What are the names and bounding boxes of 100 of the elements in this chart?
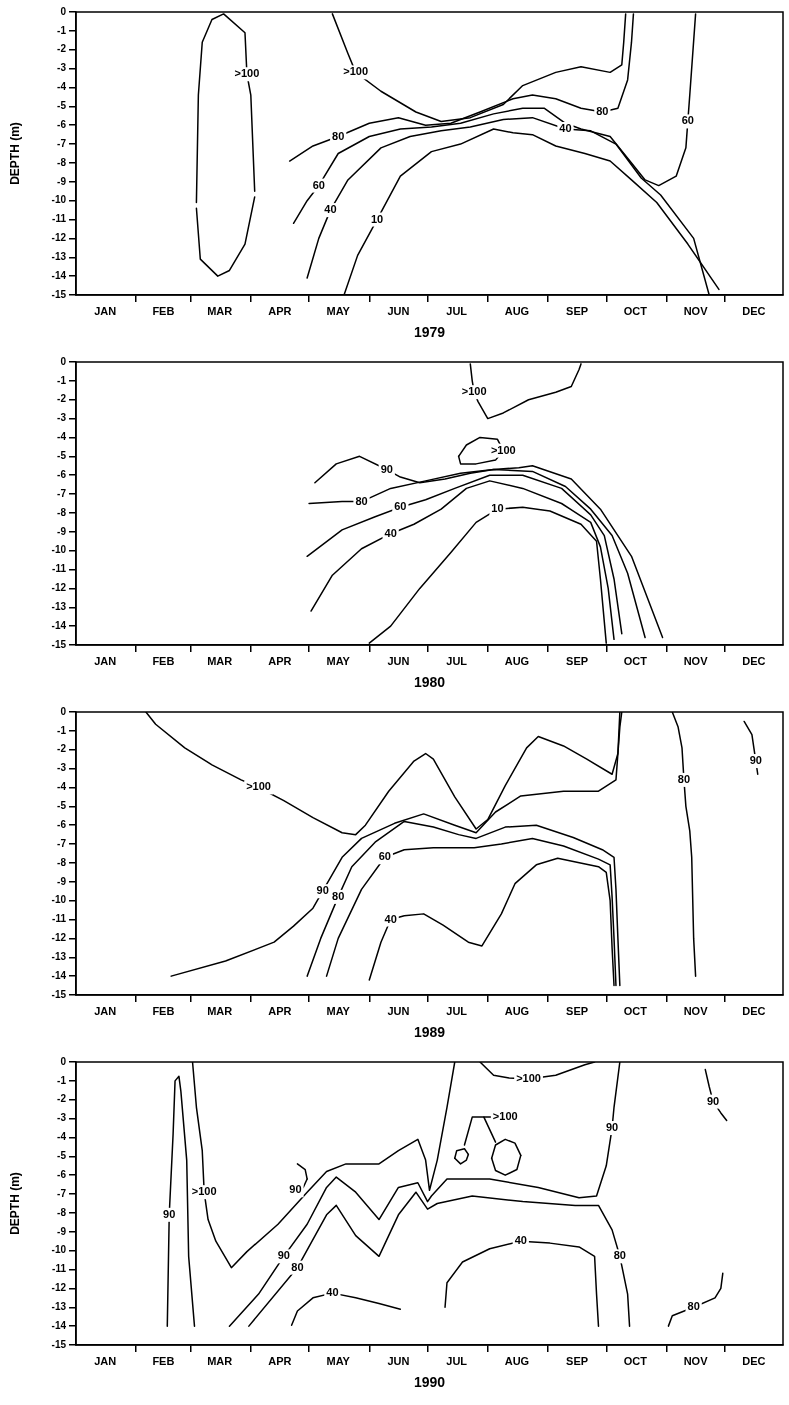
x-tick-label: SEP (566, 304, 589, 317)
y-tick-label: -3 (57, 1112, 67, 1124)
annotation: 90 (289, 1183, 302, 1196)
x-tick-label: JAN (94, 1354, 117, 1367)
y-tick-label: -15 (51, 288, 67, 300)
y-tick-label: -1 (57, 1074, 67, 1086)
annotation: 40 (514, 1234, 527, 1247)
x-tick-label: SEP (566, 654, 589, 667)
x-tick-label: MAY (326, 304, 351, 317)
x-tick-label: FEB (152, 654, 175, 667)
y-tick-label: -12 (51, 232, 67, 244)
y-tick-label: -8 (57, 1206, 67, 1218)
y-tick-label: -14 (51, 1319, 67, 1331)
y-tick-label: -13 (51, 601, 67, 613)
annotation: 80 (291, 1260, 304, 1273)
x-tick-label: MAY (326, 654, 351, 667)
x-axis-title: 1990 (413, 1374, 446, 1391)
y-tick-label: -1 (57, 24, 67, 36)
annotation: 90 (749, 754, 762, 767)
y-tick-label: -10 (51, 544, 67, 556)
x-tick-label: OCT (623, 654, 648, 667)
annotation: 40 (324, 203, 337, 216)
y-tick-label: -3 (57, 62, 67, 74)
x-tick-label: JUN (387, 654, 410, 667)
x-tick-label: OCT (623, 1354, 648, 1367)
x-tick-label: JUL (446, 1354, 468, 1367)
annotation: 80 (687, 1300, 700, 1313)
annotation: 60 (394, 500, 407, 513)
x-tick-label: OCT (623, 1004, 648, 1017)
x-tick-label: MAY (326, 1354, 351, 1367)
y-axis-title: DEPTH (m) (7, 1172, 22, 1235)
x-tick-label: JAN (94, 654, 117, 667)
y-tick-label: -3 (57, 762, 67, 774)
y-tick-label: -1 (57, 724, 67, 736)
y-tick-label: -12 (51, 1282, 67, 1294)
y-tick-label: -2 (57, 43, 67, 55)
x-axis-title: 1979 (413, 324, 446, 341)
y-tick-label: -2 (57, 743, 67, 755)
x-tick-label: AUG (504, 654, 530, 667)
y-tick-label: -15 (51, 638, 67, 650)
y-tick-label: -7 (57, 837, 67, 849)
annotation: 60 (312, 178, 325, 191)
x-tick-label: SEP (566, 1354, 589, 1367)
y-tick-label: -8 (57, 156, 67, 168)
x-tick-label: JUN (387, 1354, 410, 1367)
y-tick-label: -4 (57, 431, 67, 443)
y-tick-label: 0 (60, 705, 67, 717)
y-tick-label: -15 (51, 1338, 67, 1350)
y-tick-label: -12 (51, 932, 67, 944)
annotation: 80 (332, 129, 345, 142)
y-tick-label: -4 (57, 81, 67, 93)
y-tick-label: -5 (57, 800, 67, 812)
x-tick-label: MAR (207, 1004, 233, 1017)
y-tick-label: -4 (57, 781, 67, 793)
y-tick-label: -6 (57, 468, 67, 480)
x-tick-label: JUL (446, 304, 468, 317)
y-tick-label: -2 (57, 393, 67, 405)
x-tick-label: NOV (683, 304, 709, 317)
y-tick-label: 0 (60, 355, 67, 367)
y-tick-label: -7 (57, 1187, 67, 1199)
y-tick-label: -3 (57, 412, 67, 424)
x-tick-label: FEB (152, 304, 175, 317)
y-tick-label: -6 (57, 118, 67, 130)
x-tick-label: DEC (742, 304, 766, 317)
y-tick-label: -1 (57, 374, 67, 386)
y-tick-label: -8 (57, 506, 67, 518)
y-tick-label: -5 (57, 100, 67, 112)
y-tick-label: -6 (57, 818, 67, 830)
x-tick-label: FEB (152, 1354, 175, 1367)
x-tick-label: NOV (683, 1354, 709, 1367)
x-tick-label: JUL (446, 1004, 468, 1017)
x-tick-label: FEB (152, 1004, 175, 1017)
annotation: >100 (191, 1185, 217, 1198)
y-tick-label: -10 (51, 194, 67, 206)
x-tick-label: DEC (742, 1354, 766, 1367)
y-tick-label: -5 (57, 1150, 67, 1162)
y-tick-label: -13 (51, 251, 67, 263)
x-tick-label: APR (268, 1354, 292, 1367)
y-tick-label: -13 (51, 951, 67, 963)
x-tick-label: JUN (387, 304, 410, 317)
y-tick-label: -11 (52, 913, 67, 925)
x-tick-label: NOV (683, 654, 709, 667)
y-tick-label: 0 (60, 1055, 67, 1067)
annotation: 40 (384, 912, 397, 925)
x-tick-label: AUG (504, 1354, 530, 1367)
x-tick-label: APR (268, 304, 292, 317)
y-tick-label: -9 (57, 525, 67, 537)
annotation: 80 (677, 772, 691, 785)
annotation: 90 (380, 462, 393, 475)
x-tick-label: AUG (504, 304, 530, 317)
y-tick-label: -9 (57, 1225, 67, 1237)
y-tick-label: -10 (51, 1244, 67, 1256)
x-tick-label: SEP (566, 1004, 589, 1017)
y-tick-label: -9 (57, 175, 67, 187)
x-tick-label: AUG (504, 1004, 530, 1017)
x-tick-label: JAN (94, 304, 117, 317)
y-tick-label: -2 (57, 1093, 67, 1105)
x-tick-label: APR (268, 1004, 292, 1017)
annotation: 90 (706, 1094, 720, 1107)
annotation: >100 (461, 385, 487, 398)
